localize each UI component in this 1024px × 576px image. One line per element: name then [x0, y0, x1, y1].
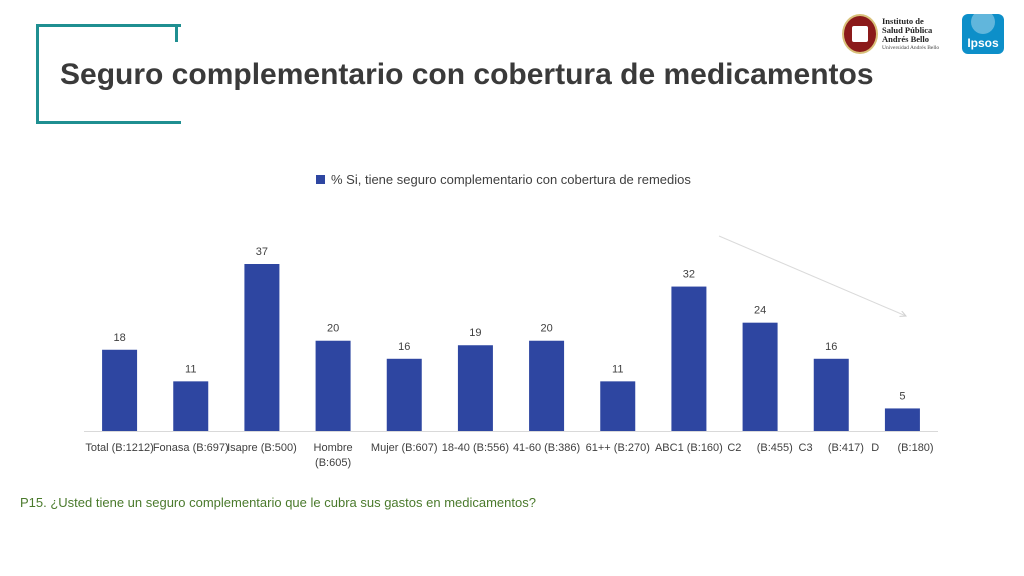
- x-tick-label-5: 18-40 (B:556): [442, 442, 509, 454]
- legend-label: % Si, tiene seguro complementario con co…: [331, 172, 691, 187]
- title-frame-accent: [36, 24, 181, 124]
- data-label-3: 20: [327, 323, 339, 335]
- data-label-2: 37: [256, 246, 268, 258]
- bar-9: [742, 322, 778, 431]
- legend-swatch: [316, 175, 325, 184]
- university-seal-icon: [842, 14, 878, 54]
- x-tick-label-4: Mujer (B:607): [371, 442, 438, 454]
- bar-11: [884, 408, 920, 431]
- x-tick-label-6: 41-60 (B:386): [513, 442, 580, 454]
- x-tick-label-11: D (B:180): [871, 442, 933, 454]
- x-tick-label-0: Total (B:1212): [85, 442, 153, 454]
- bar-3: [315, 340, 351, 431]
- data-label-4: 16: [398, 341, 410, 353]
- data-label-6: 20: [540, 323, 552, 335]
- x-tick-label-9: C2 (B:455): [727, 442, 792, 454]
- x-tick-label-2: Isapre (B:500): [227, 442, 297, 454]
- x-tick-label-3: Hombre: [314, 442, 353, 454]
- bar-0: [102, 349, 138, 431]
- trend-arrow: [718, 235, 906, 316]
- bar-5: [457, 345, 493, 431]
- data-label-1: 11: [185, 363, 196, 375]
- title-frame-tick: [175, 24, 178, 42]
- x-tick-label-8: ABC1 (B:160): [655, 442, 723, 454]
- x-tick-label-7: 61++ (B:270): [586, 442, 650, 454]
- x-tick-label-3-line1: (B:605): [315, 457, 351, 469]
- data-label-8: 32: [683, 269, 695, 281]
- chart-legend: % Si, tiene seguro complementario con co…: [316, 172, 691, 187]
- bar-6: [529, 340, 565, 431]
- institute-university: Universidad Andrés Bello: [882, 45, 940, 51]
- x-tick-label-1: Fonasa (B:697): [153, 442, 229, 454]
- bar-4: [386, 358, 422, 431]
- data-label-5: 19: [469, 327, 481, 339]
- bar-7: [600, 381, 636, 431]
- question-footnote: P15. ¿Usted tiene un seguro complementar…: [20, 495, 536, 510]
- data-label-10: 16: [825, 341, 837, 353]
- data-label-0: 18: [113, 332, 125, 344]
- page-title: Seguro complementario con cobertura de m…: [60, 58, 874, 91]
- institute-name: Instituto de Salud Pública Andrés Bello: [882, 16, 933, 44]
- bar-1: [173, 381, 209, 431]
- bar-8: [671, 286, 707, 431]
- ipsos-logo-text: Ipsos: [967, 36, 999, 50]
- data-label-11: 5: [899, 390, 905, 402]
- bar-2: [244, 264, 280, 431]
- ipsos-circle-icon: [971, 14, 995, 34]
- ipsos-logo: Ipsos: [962, 14, 1004, 54]
- x-tick-label-10: C3 (B:417): [799, 442, 864, 454]
- data-label-9: 24: [754, 305, 766, 317]
- data-label-7: 11: [612, 363, 623, 375]
- bar-10: [813, 358, 849, 431]
- institute-logo: Instituto de Salud Pública Andrés Bello …: [842, 14, 944, 56]
